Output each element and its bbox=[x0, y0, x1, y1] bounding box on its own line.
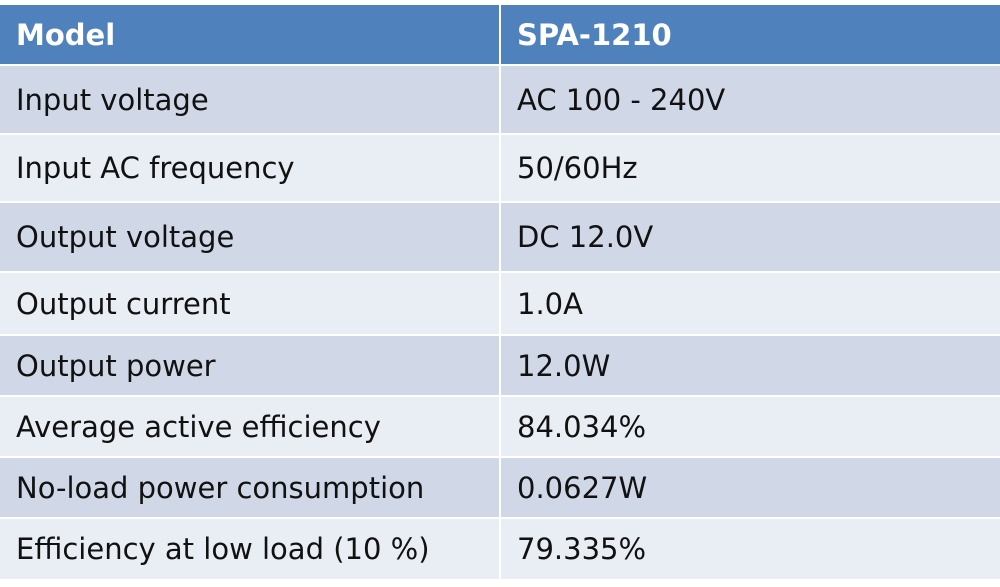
table-row: Efficiency at low load (10 %) 79.335% bbox=[0, 518, 1000, 579]
table-header: Model SPA-1210 bbox=[0, 5, 1000, 65]
row-label: Output voltage bbox=[16, 220, 235, 254]
table-row: Output power 12.0W bbox=[0, 335, 1000, 396]
table-row: Output current 1.0A bbox=[0, 272, 1000, 335]
row-label: Efficiency at low load (10 %) bbox=[16, 532, 430, 566]
row-label: Average active efficiency bbox=[16, 409, 381, 444]
header-row: Model SPA-1210 bbox=[0, 5, 1000, 65]
header-value-cell: SPA-1210 bbox=[499, 5, 1000, 65]
table-row: Average active efficiency 84.034% bbox=[0, 396, 1000, 457]
row-label: No-load power consumption bbox=[16, 470, 425, 505]
row-value: 79.335% bbox=[499, 518, 1000, 579]
row-value: 50/60Hz bbox=[499, 134, 1000, 202]
row-value: 12.0W bbox=[499, 335, 1000, 396]
spec-table: Model SPA-1210 Input voltage AC 100 - 24… bbox=[0, 5, 1000, 579]
table-body: Input voltage AC 100 - 240V Input AC fre… bbox=[0, 65, 1000, 579]
row-value: AC 100 - 240V bbox=[499, 65, 1000, 134]
table-row: Input voltage AC 100 - 240V bbox=[0, 65, 1000, 134]
row-label: Output current bbox=[16, 286, 231, 321]
table-row: No-load power consumption 0.0627W bbox=[0, 457, 1000, 518]
row-value: 1.0A bbox=[499, 272, 1000, 335]
row-label: Output power bbox=[16, 348, 216, 383]
row-label: Input voltage bbox=[16, 82, 209, 117]
row-value: 84.034% bbox=[499, 396, 1000, 457]
row-label: Input AC frequency bbox=[16, 151, 295, 185]
table-row: Input AC frequency 50/60Hz bbox=[0, 134, 1000, 202]
table-row: Output voltage DC 12.0V bbox=[0, 202, 1000, 272]
header-label-cell: Model bbox=[16, 17, 116, 52]
row-value: 0.0627W bbox=[499, 457, 1000, 518]
row-value: DC 12.0V bbox=[499, 202, 1000, 272]
